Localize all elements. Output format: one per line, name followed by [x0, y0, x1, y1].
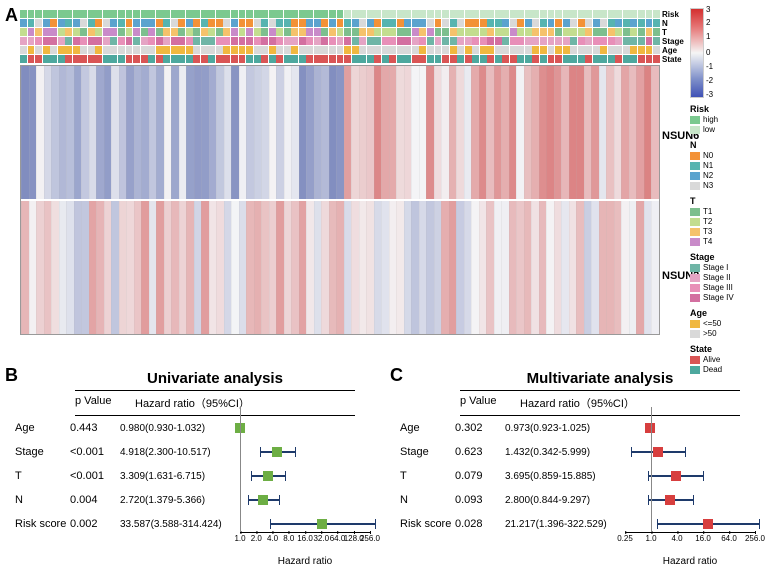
ann-label-risk: Risk: [662, 10, 684, 19]
forest-row: Stage<0.0014.918(2.300-10.517): [10, 440, 380, 464]
colorbar: [690, 8, 704, 98]
panel-c: Multivariate analysisp ValueHazard ratio…: [395, 370, 765, 565]
ann-label-stage: Stage: [662, 37, 684, 46]
forest-row: T0.0793.695(0.859-15.885): [395, 464, 765, 488]
forest-row: Age0.3020.973(0.923-1.025): [395, 416, 765, 440]
forest-title: Univariate analysis: [75, 370, 355, 391]
forest-row: Age0.4430.980(0.930-1.032): [10, 416, 380, 440]
legend-n: NN0N1N2N3: [690, 140, 734, 190]
heatmap: [20, 65, 660, 335]
annotation-tracks: [20, 10, 660, 63]
ann-label-n: N: [662, 19, 684, 28]
panel-a-label: A: [5, 5, 18, 26]
legend-age: Age<=50>50: [690, 308, 734, 338]
forest-title: Multivariate analysis: [460, 370, 740, 391]
forest-row: Stage0.6231.432(0.342-5.999): [395, 440, 765, 464]
panel-b: Univariate analysisp ValueHazard ratio（9…: [10, 370, 380, 565]
forest-axis: 0.251.04.016.064.0256.0Hazard ratio: [625, 532, 755, 560]
forest-header: p ValueHazard ratio（95%CI）: [460, 391, 740, 416]
legend-area: 3 2 1 0 -1 -2 -3 RiskhighlowNN0N1N2N3TT1…: [690, 8, 734, 374]
ann-label-t: T: [662, 28, 684, 37]
legend-risk: Riskhighlow: [690, 104, 734, 134]
forest-row: N0.0042.720(1.379-5.366): [10, 488, 380, 512]
forest-row: N0.0932.800(0.844-9.297): [395, 488, 765, 512]
ann-label-state: State: [662, 55, 684, 64]
legend-t: TT1T2T3T4: [690, 196, 734, 246]
legend-stage: StageStage IStage IIStage IIIStage IV: [690, 252, 734, 302]
panel-a: Risk N T Stage Age State NSUN6 NSUN2: [20, 10, 660, 340]
forest-row: T<0.0013.309(1.631-6.715): [10, 464, 380, 488]
forest-header: p ValueHazard ratio（95%CI）: [75, 391, 355, 416]
ann-label-age: Age: [662, 46, 684, 55]
annotation-labels: Risk N T Stage Age State: [662, 10, 684, 64]
forest-axis: 1.02.04.08.016.032.064.0128.0256.0Hazard…: [240, 532, 370, 560]
